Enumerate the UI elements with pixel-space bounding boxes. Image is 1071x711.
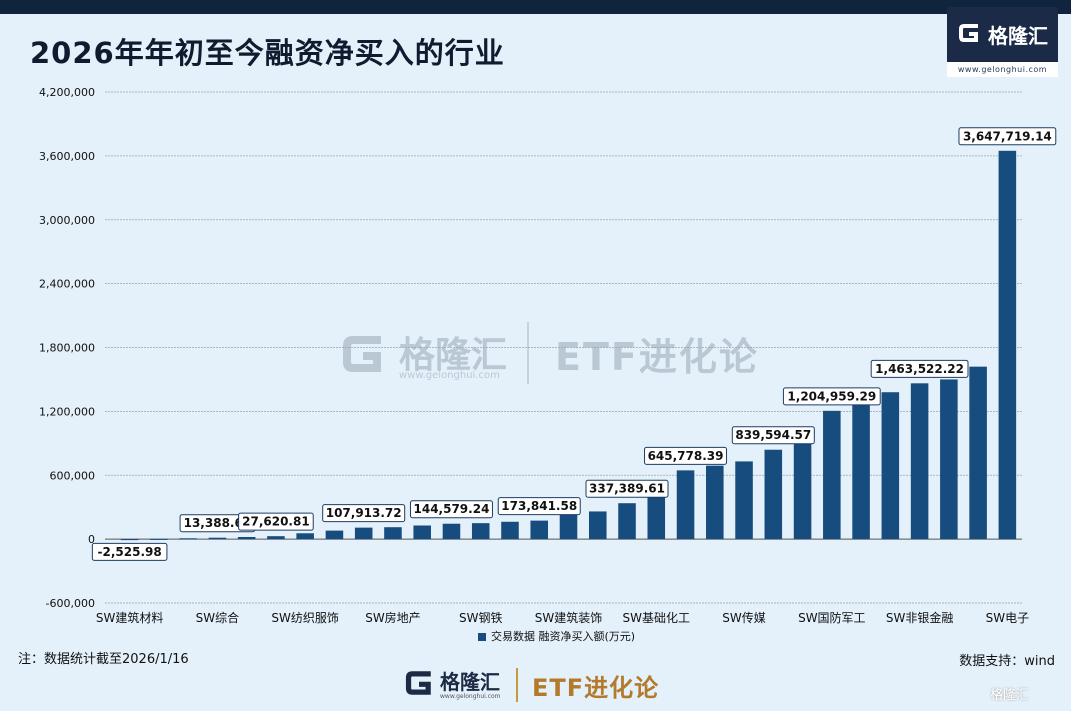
bar: [120, 539, 139, 541]
data-label-box: [322, 504, 406, 523]
brand-g-icon: [959, 24, 978, 42]
y-tick-label: 2,400,000: [39, 278, 95, 291]
legend-label: 交易数据 融资净买入额(万元): [491, 630, 636, 643]
data-label-box: [585, 479, 669, 498]
watermark-separator: [527, 322, 529, 384]
data-label: 144,579.24: [414, 502, 490, 516]
data-label: 3,647,719.14: [963, 129, 1052, 143]
data-label-box: [91, 542, 168, 561]
bar: [852, 400, 870, 540]
data-label: 27,620.81: [242, 515, 310, 529]
bar: [676, 470, 695, 540]
bar: [793, 441, 812, 540]
data-label-box: [958, 127, 1057, 146]
bar: [881, 392, 900, 540]
footer-separator: [516, 668, 518, 702]
x-tick-label: SW建筑装饰: [535, 610, 602, 625]
legend-swatch: [478, 633, 486, 641]
data-label: 645,778.39: [648, 449, 724, 463]
x-tick-label: SW基础化工: [623, 611, 690, 625]
data-label: 107,913.72: [326, 506, 402, 520]
data-label-box: [238, 512, 314, 531]
bar: [354, 527, 373, 540]
y-tick-label: 3,600,000: [39, 150, 95, 163]
bar: [296, 533, 314, 540]
x-tick-label: SW电子: [986, 611, 1029, 625]
bar: [910, 383, 929, 540]
data-label: 173,841.58: [501, 499, 577, 513]
x-tick-label: SW国防军工: [798, 610, 865, 625]
watermark-g-icon: [343, 336, 381, 372]
watermark-url: www.gelonghui.com: [399, 370, 500, 381]
bar: [940, 379, 958, 540]
x-tick-label: SW钢铁: [459, 611, 502, 625]
x-tick-label: SW传媒: [722, 610, 765, 625]
bar: [764, 449, 783, 540]
bar: [588, 511, 607, 540]
bar: [325, 530, 344, 540]
brand-logo-text: 格隆汇: [988, 24, 1048, 48]
bar: [150, 538, 168, 540]
data-label: 839,594.57: [735, 428, 811, 442]
y-tick-label: 600,000: [50, 469, 96, 482]
watermark-brand: 格隆汇: [399, 335, 508, 376]
y-tick-label: 4,200,000: [39, 86, 95, 99]
y-tick-label: 0: [88, 533, 95, 546]
chart-legend: 交易数据 融资净买入额(万元): [478, 628, 635, 644]
bar: [618, 503, 636, 540]
bar: [384, 527, 402, 540]
data-source: 数据支持：wind: [959, 654, 1055, 669]
footer-g-icon: [405, 671, 431, 695]
bar: [267, 536, 285, 540]
brand-logo-url: www.gelonghui.com: [947, 62, 1058, 77]
footer-brand: 格隆汇: [440, 670, 500, 694]
data-label-box: [644, 446, 728, 465]
bar: [208, 537, 227, 540]
bar: [998, 150, 1017, 540]
data-note: 注：数据统计截至2026/1/16: [18, 652, 189, 667]
bar: [442, 523, 461, 540]
top-bar: [0, 0, 1071, 14]
footer-etf: ETF进化论: [532, 674, 660, 702]
chart-title: 2026年年初至今融资净买入的行业: [30, 36, 505, 70]
data-label: -2,525.98: [98, 545, 162, 559]
bar: [559, 514, 578, 540]
bar: [179, 538, 197, 540]
x-tick-label: SW非银金融: [886, 610, 953, 625]
bar: [501, 521, 519, 540]
bar: [735, 461, 753, 540]
bar: [647, 488, 666, 540]
bar: [969, 366, 987, 540]
data-label: 1,204,959.29: [787, 389, 876, 403]
data-label-box: [497, 497, 581, 516]
bar: [471, 523, 490, 540]
bar: [530, 520, 549, 540]
corner-watermark: 格隆汇: [990, 688, 1030, 703]
bar: [413, 525, 431, 540]
y-tick-label: 3,000,000: [39, 214, 95, 227]
data-label: 13,388.66: [184, 516, 252, 530]
x-tick-label: SW房地产: [365, 610, 420, 625]
footer-url: www.gelonghui.com: [440, 693, 501, 700]
x-tick-label: SW纺织服饰: [271, 611, 338, 625]
bar: [823, 410, 841, 540]
data-label-box: [731, 426, 815, 445]
data-label-box: [409, 500, 493, 519]
data-label-box: [870, 359, 969, 378]
y-tick-label: 1,800,000: [39, 342, 95, 355]
watermark-etf: ETF进化论: [555, 335, 759, 379]
y-tick-label: -600,000: [46, 597, 95, 610]
y-tick-label: 1,200,000: [39, 405, 95, 418]
data-label: 1,463,522.22: [875, 362, 964, 376]
bar: [237, 536, 256, 540]
bar: [706, 465, 724, 540]
x-tick-label: SW综合: [196, 610, 239, 625]
bar-chart: -600,000 0 600,000 1,200,000 1,800,000 2,400,…: [39, 86, 1057, 625]
data-label: 337,389.61: [589, 482, 665, 496]
data-label-box: [782, 387, 881, 406]
x-tick-label: SW建筑材料: [96, 610, 163, 625]
